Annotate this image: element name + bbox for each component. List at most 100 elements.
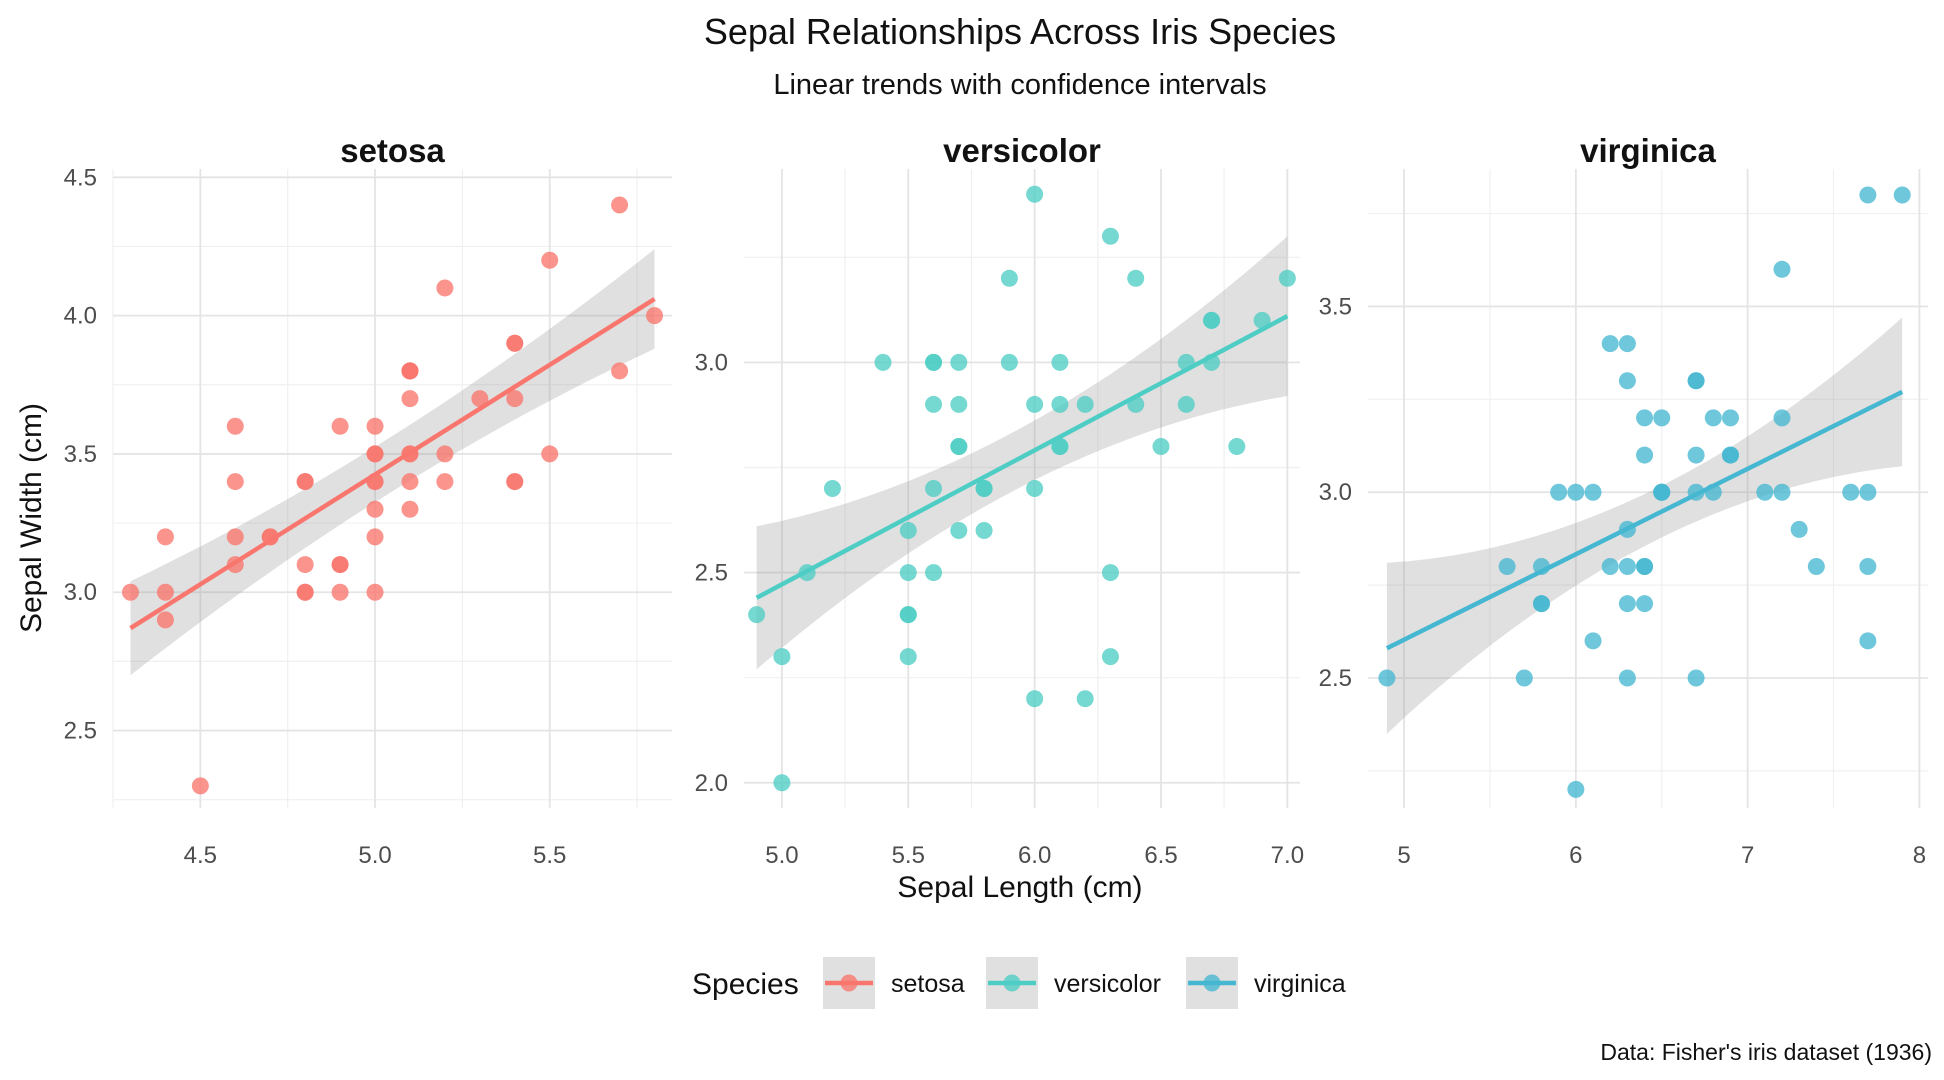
y-tick-label: 2.5: [1319, 665, 1352, 692]
data-point: [191, 777, 209, 795]
panel-setosa: 4.5 5.0 5.5 2.5 3.0 3.5 4.0 4.5 setosa: [64, 132, 672, 869]
x-tick-label: 6: [1569, 842, 1582, 869]
regression-line: [755, 314, 1289, 600]
data-point: [226, 473, 244, 491]
data-point: [401, 500, 419, 518]
data-point: [925, 395, 943, 413]
x-tick-label: 5.5: [892, 842, 925, 869]
data-point: [331, 556, 349, 574]
x-tick-label: 7.0: [1271, 842, 1304, 869]
data-point: [1773, 409, 1791, 427]
chart-title: Sepal Relationships Across Iris Species: [704, 11, 1336, 52]
x-tick-label: 5: [1397, 842, 1410, 869]
legend-title: Species: [692, 968, 799, 1001]
data-point: [1101, 564, 1119, 582]
data-point: [436, 473, 454, 491]
data-point: [1653, 483, 1671, 501]
data-point: [899, 606, 917, 624]
data-point: [874, 353, 892, 371]
facet-strip-virginica: virginica: [1580, 132, 1716, 169]
data-point: [1152, 437, 1170, 455]
data-point: [156, 611, 174, 629]
data-point: [506, 473, 524, 491]
y-tick-label: 2.5: [695, 560, 728, 587]
data-point: [823, 480, 841, 497]
data-point: [1601, 335, 1619, 353]
data-point: [1177, 395, 1195, 413]
data-point: [121, 583, 139, 601]
y-tick-label: 4.5: [64, 164, 97, 191]
confidence-band: [1386, 317, 1903, 734]
data-point: [1618, 595, 1636, 613]
data-point: [1026, 690, 1044, 708]
data-point: [1653, 409, 1671, 427]
y-tick-label: 4.0: [64, 303, 97, 330]
x-tick-label: 8: [1913, 842, 1926, 869]
data-point: [506, 334, 524, 352]
panel-virginica: 5 6 7 8 2.5 3.0 3.5 virginica: [1319, 132, 1928, 869]
data-point: [506, 390, 524, 408]
data-point: [1773, 483, 1791, 501]
data-point: [1567, 483, 1585, 501]
data-point: [226, 417, 244, 435]
legend-item-versicolor: versicolor: [986, 957, 1161, 1009]
data-point: [899, 522, 917, 540]
data-point: [1618, 669, 1636, 687]
data-point: [1498, 558, 1516, 576]
data-point: [366, 500, 384, 518]
data-point: [1101, 227, 1119, 245]
data-point: [1076, 395, 1094, 413]
data-point: [1859, 186, 1877, 204]
data-point: [1636, 446, 1654, 464]
data-point: [1721, 446, 1739, 464]
data-point: [366, 528, 384, 546]
data-point: [1101, 648, 1119, 666]
x-tick-label: 5.0: [765, 842, 798, 869]
y-tick-label: 3.0: [64, 579, 97, 606]
data-point: [773, 774, 791, 792]
data-point: [1584, 632, 1602, 650]
data-point: [366, 417, 384, 435]
y-tick-label: 3.0: [1319, 479, 1352, 506]
chart-caption: Data: Fisher's iris dataset (1936): [1600, 1039, 1932, 1065]
data-point: [1756, 483, 1774, 501]
data-point: [1618, 558, 1636, 576]
data-point: [226, 528, 244, 546]
x-axis-title: Sepal Length (cm): [897, 871, 1142, 904]
data-point: [1721, 409, 1739, 427]
data-point: [925, 480, 943, 497]
data-point: [950, 522, 968, 540]
data-point: [1687, 446, 1705, 464]
facet-strip-setosa: setosa: [340, 132, 445, 169]
data-point: [1253, 311, 1271, 329]
data-point: [1636, 558, 1654, 576]
panel-versicolor: 5.0 5.5 6.0 6.5 7.0 2.0 2.5 3.0 versicolor: [695, 132, 1304, 869]
data-point: [471, 390, 489, 408]
x-tick-label: 5.5: [533, 842, 566, 869]
data-point: [925, 353, 943, 371]
data-point: [156, 583, 174, 601]
data-point: [401, 473, 419, 491]
data-point: [950, 437, 968, 455]
data-point: [1618, 335, 1636, 353]
legend-key-point: [1203, 974, 1221, 992]
data-point: [1000, 269, 1018, 287]
data-point: [1859, 632, 1877, 650]
y-tick-label: 3.0: [695, 349, 728, 376]
y-tick-label: 2.5: [64, 718, 97, 745]
data-point: [541, 445, 559, 463]
y-tick-label: 3.5: [64, 441, 97, 468]
data-point: [1859, 558, 1877, 576]
data-point: [1127, 269, 1145, 287]
legend-label: virginica: [1254, 970, 1346, 998]
data-point: [611, 196, 629, 214]
data-point: [1051, 395, 1069, 413]
data-point: [1704, 409, 1722, 427]
data-point: [646, 307, 664, 325]
data-point: [975, 480, 993, 497]
data-point: [541, 251, 559, 269]
facet-strip-versicolor: versicolor: [943, 132, 1101, 169]
data-point: [1773, 260, 1791, 278]
data-point: [1601, 558, 1619, 576]
data-point: [436, 445, 454, 463]
